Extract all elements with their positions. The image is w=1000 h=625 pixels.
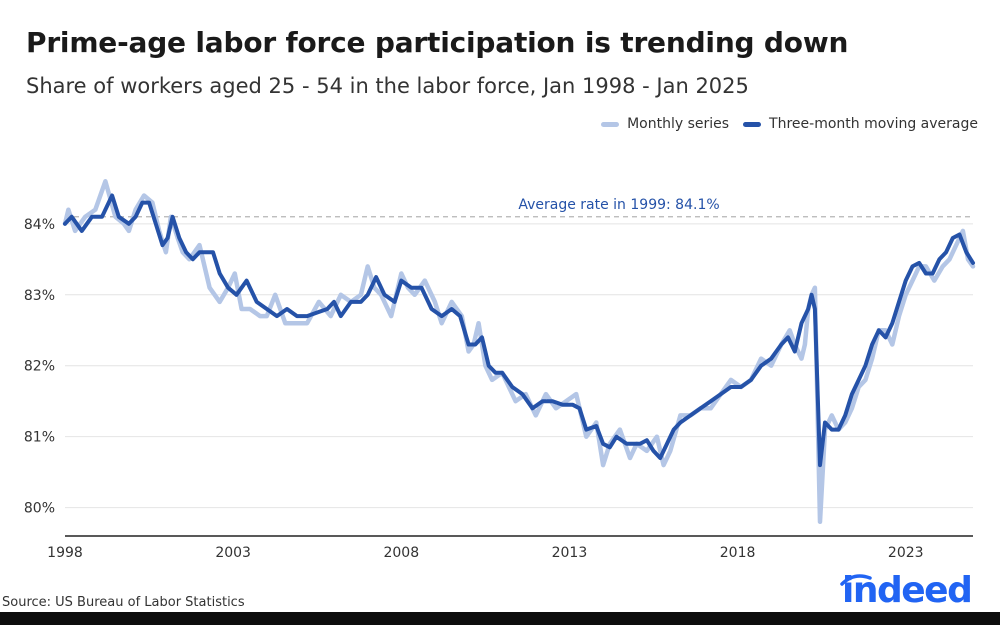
- reference-line-label: Average rate in 1999: 84.1%: [518, 197, 719, 213]
- legend-item-monthly: Monthly series: [601, 116, 729, 132]
- x-tick-label: 2018: [720, 545, 756, 560]
- x-tick-label: 1998: [47, 545, 83, 560]
- x-tick-label: 2008: [383, 545, 419, 560]
- series-line-average: [63, 193, 975, 468]
- bottom-bar: [0, 612, 1000, 625]
- x-tick-label: 2003: [215, 545, 251, 560]
- y-tick-label: 83%: [24, 288, 55, 304]
- legend-item-average: Three-month moving average: [743, 116, 978, 132]
- y-tick-label: 80%: [24, 501, 55, 517]
- legend-swatch-average: [743, 121, 762, 127]
- indeed-logo: indeed: [842, 570, 973, 611]
- chart-subtitle: Share of workers aged 25 - 54 in the lab…: [26, 74, 749, 98]
- legend: Monthly series Three-month moving averag…: [587, 116, 978, 132]
- series-line-monthly: [62, 179, 976, 525]
- chart-title: Prime-age labor force participation is t…: [26, 26, 849, 59]
- x-tick-label: 2023: [888, 545, 924, 560]
- y-tick-label: 84%: [24, 217, 55, 233]
- x-tick-label: 2013: [552, 545, 588, 560]
- legend-label-monthly: Monthly series: [627, 116, 730, 132]
- logo-arc-icon: [840, 574, 872, 586]
- source-note: Source: US Bureau of Labor Statistics: [2, 595, 245, 610]
- y-tick-label: 82%: [24, 359, 55, 375]
- y-tick-label: 81%: [24, 430, 55, 446]
- line-chart: 80% 81% 82% 83% 84% 1998 2003 2008 2013 2018 2023 A…: [24, 179, 976, 560]
- legend-label-average: Three-month moving average: [769, 116, 978, 132]
- legend-swatch-monthly: [601, 121, 620, 127]
